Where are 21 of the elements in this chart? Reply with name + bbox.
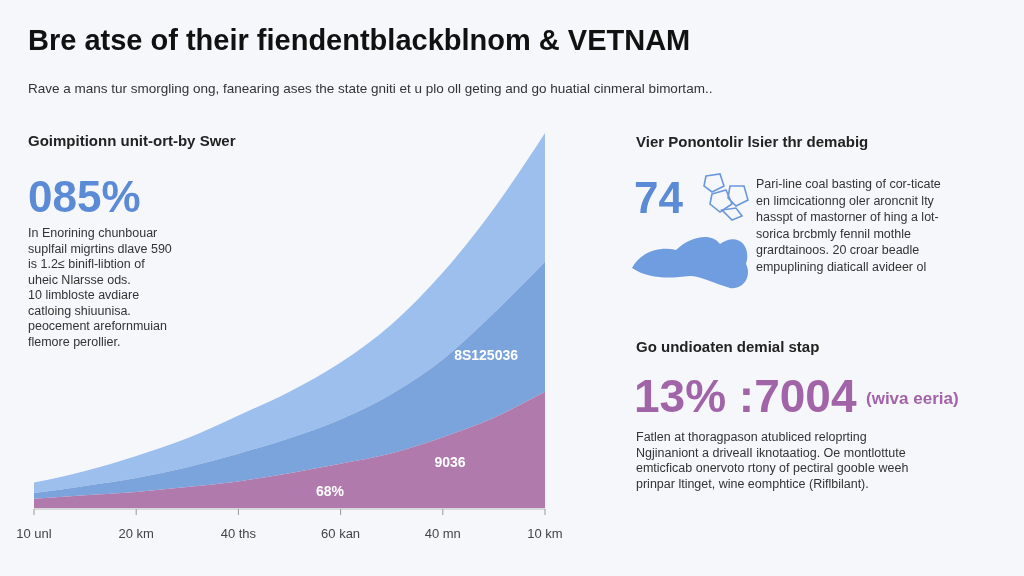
annotation: Goimpitionn unit-ort-by Swer xyxy=(28,132,236,149)
annotation: 8S125036 xyxy=(454,347,519,363)
x-tick-label: 10 unl xyxy=(16,526,52,541)
x-tick-label: 60 kan xyxy=(321,526,361,541)
annotation: In Enorining chunbouar suplfail migrtins dlave 590 is 1.2≤ binifl-libtion of uheic Nlarsse ods. 10 limbloste avdiare catloing shiuunisa. peocement arefornmuian flemore perollier. xyxy=(28,226,172,349)
text: Go undioaten demial stap xyxy=(636,338,820,355)
x-tick-label: 40 ths xyxy=(220,526,257,541)
x-tick-label: 40 mn xyxy=(424,526,461,541)
text: Pari-line coal basting of cor-ticate en limcicationng oler aroncnit lty hasspt of mastorner of hing a lot- sorica brcbmly fennil mothle grardtainoos. 20 croar beadle empuplining diaticall avideer ol xyxy=(756,177,941,274)
annotation: 68% xyxy=(315,483,345,499)
chart-title: Bre atse of their fiendentblackblnom & VETNAM xyxy=(28,24,691,56)
text: 13% :7004 xyxy=(634,370,857,422)
x-tick-label: 20 km xyxy=(118,526,154,541)
x-tick-label: 10 km xyxy=(527,526,563,541)
text: (wiva eeria) xyxy=(866,389,959,408)
annotation: 9036 xyxy=(434,454,466,470)
chart-subtitle: Rave a mans tur smorgling ong, fanearing ases the state gniti et u plo oll geting and go huatial cinmeral bimortam.. xyxy=(28,81,713,96)
text: Vier Ponontolir lsier thr demabig xyxy=(636,133,869,150)
annotation: 085% xyxy=(28,172,141,221)
text: 74 xyxy=(634,173,684,222)
text: Fatlen at thoragpason atubliced reloprting Ngjinaniont a drivealI iknotaatiog. Oe montlottute emticficab onervoto rtony of pectiral goobIe weeh prinpar ltinget, wine eomphtice (Riflbilant). xyxy=(636,430,909,491)
